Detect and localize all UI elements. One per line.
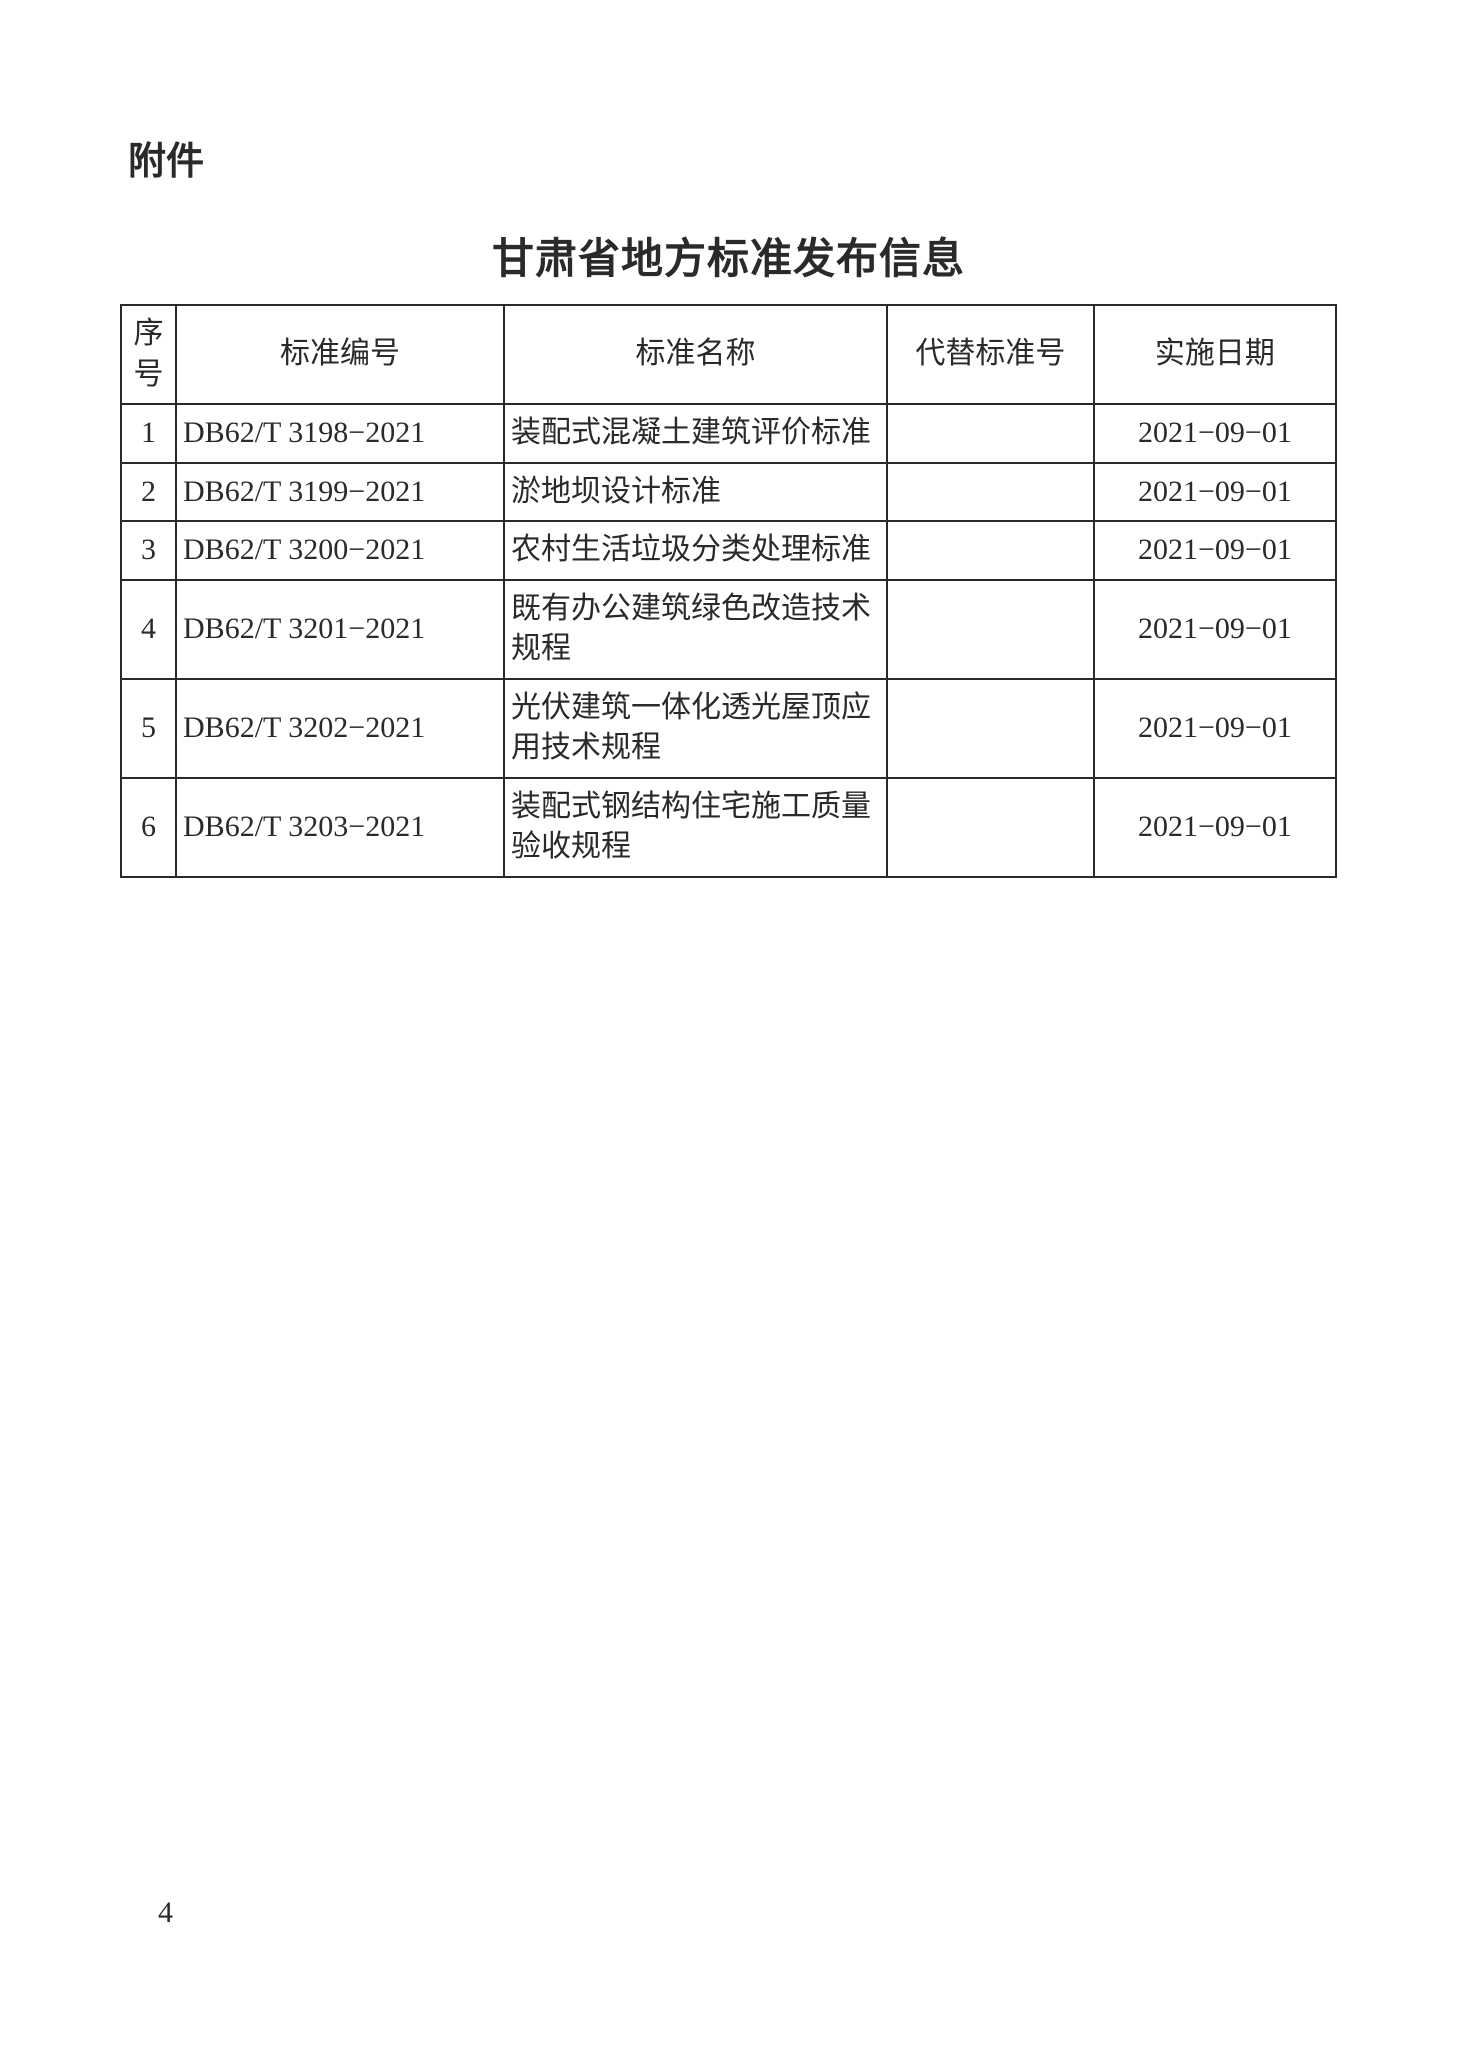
page-number: 4 bbox=[158, 1896, 173, 1930]
col-header-name: 标准名称 bbox=[504, 305, 887, 404]
cell-date: 2021−09−01 bbox=[1094, 521, 1336, 580]
standards-table: 序号 标准编号 标准名称 代替标准号 实施日期 1 DB62/T 3198−20… bbox=[120, 304, 1337, 878]
cell-date: 2021−09−01 bbox=[1094, 463, 1336, 522]
cell-name: 装配式钢结构住宅施工质量验收规程 bbox=[504, 778, 887, 877]
cell-replaced bbox=[887, 778, 1094, 877]
cell-seq: 3 bbox=[121, 521, 176, 580]
cell-name: 光伏建筑一体化透光屋顶应用技术规程 bbox=[504, 679, 887, 778]
cell-name: 淤地坝设计标准 bbox=[504, 463, 887, 522]
table-row: 3 DB62/T 3200−2021 农村生活垃圾分类处理标准 2021−09−… bbox=[121, 521, 1336, 580]
col-header-replaced: 代替标准号 bbox=[887, 305, 1094, 404]
col-header-seq-text: 序号 bbox=[134, 317, 164, 391]
table-row: 1 DB62/T 3198−2021 装配式混凝土建筑评价标准 2021−09−… bbox=[121, 404, 1336, 463]
cell-date: 2021−09−01 bbox=[1094, 404, 1336, 463]
cell-date: 2021−09−01 bbox=[1094, 778, 1336, 877]
cell-replaced bbox=[887, 679, 1094, 778]
cell-seq: 1 bbox=[121, 404, 176, 463]
cell-replaced bbox=[887, 404, 1094, 463]
cell-replaced bbox=[887, 463, 1094, 522]
col-header-date: 实施日期 bbox=[1094, 305, 1336, 404]
cell-seq: 2 bbox=[121, 463, 176, 522]
cell-date: 2021−09−01 bbox=[1094, 679, 1336, 778]
cell-code: DB62/T 3203−2021 bbox=[176, 778, 504, 877]
table-row: 2 DB62/T 3199−2021 淤地坝设计标准 2021−09−01 bbox=[121, 463, 1336, 522]
table-row: 4 DB62/T 3201−2021 既有办公建筑绿色改造技术规程 2021−0… bbox=[121, 580, 1336, 679]
cell-seq: 6 bbox=[121, 778, 176, 877]
cell-code: DB62/T 3200−2021 bbox=[176, 521, 504, 580]
table-header-row: 序号 标准编号 标准名称 代替标准号 实施日期 bbox=[121, 305, 1336, 404]
cell-replaced bbox=[887, 580, 1094, 679]
cell-date: 2021−09−01 bbox=[1094, 580, 1336, 679]
cell-code: DB62/T 3201−2021 bbox=[176, 580, 504, 679]
cell-name: 装配式混凝土建筑评价标准 bbox=[504, 404, 887, 463]
table-row: 5 DB62/T 3202−2021 光伏建筑一体化透光屋顶应用技术规程 202… bbox=[121, 679, 1336, 778]
col-header-seq: 序号 bbox=[121, 305, 176, 404]
cell-name: 农村生活垃圾分类处理标准 bbox=[504, 521, 887, 580]
table-row: 6 DB62/T 3203−2021 装配式钢结构住宅施工质量验收规程 2021… bbox=[121, 778, 1336, 877]
document-page: 附件 甘肃省地方标准发布信息 序号 标准编号 标准名称 代替标准号 实施日期 1… bbox=[0, 0, 1457, 2048]
cell-code: DB62/T 3199−2021 bbox=[176, 463, 504, 522]
col-header-code: 标准编号 bbox=[176, 305, 504, 404]
attachment-label: 附件 bbox=[128, 130, 1337, 185]
table-body: 1 DB62/T 3198−2021 装配式混凝土建筑评价标准 2021−09−… bbox=[121, 404, 1336, 877]
cell-replaced bbox=[887, 521, 1094, 580]
page-title: 甘肃省地方标准发布信息 bbox=[120, 225, 1337, 286]
cell-seq: 4 bbox=[121, 580, 176, 679]
cell-code: DB62/T 3202−2021 bbox=[176, 679, 504, 778]
cell-name: 既有办公建筑绿色改造技术规程 bbox=[504, 580, 887, 679]
cell-seq: 5 bbox=[121, 679, 176, 778]
cell-code: DB62/T 3198−2021 bbox=[176, 404, 504, 463]
